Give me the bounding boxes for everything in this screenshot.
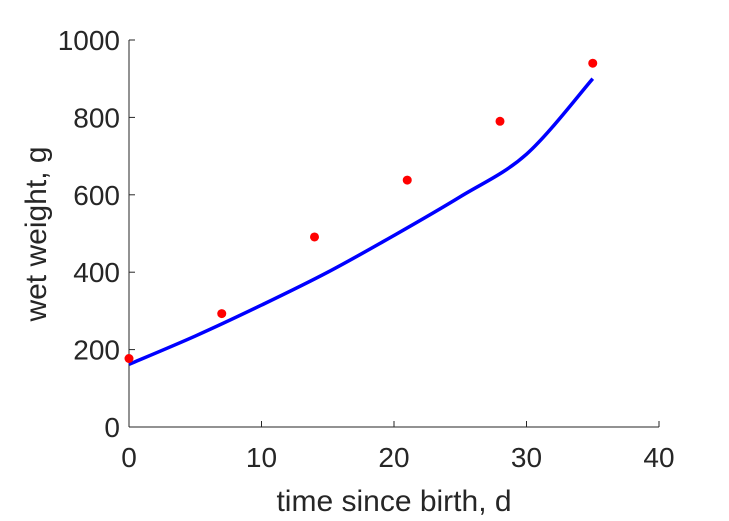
data-point bbox=[495, 116, 505, 126]
y-tick-label: 200 bbox=[73, 335, 120, 366]
y-tick-label: 1000 bbox=[58, 25, 120, 56]
x-tick-label: 0 bbox=[121, 442, 137, 473]
fit-curve bbox=[128, 77, 595, 366]
series bbox=[124, 58, 598, 366]
data-point bbox=[588, 58, 598, 68]
y-tick-label: 400 bbox=[73, 257, 120, 288]
x-tick-label: 20 bbox=[378, 442, 409, 473]
x-tick-label: 40 bbox=[643, 442, 674, 473]
data-point bbox=[217, 309, 227, 319]
data-point bbox=[402, 175, 412, 185]
x-tick-label: 10 bbox=[246, 442, 277, 473]
y-axis-label: wet weight, g bbox=[20, 146, 53, 322]
y-tick-label: 600 bbox=[73, 180, 120, 211]
y-tick-label: 800 bbox=[73, 102, 120, 133]
x-tick-label: 30 bbox=[511, 442, 542, 473]
y-tick-label: 0 bbox=[104, 412, 120, 443]
data-point bbox=[310, 232, 319, 242]
x-axis-label: time since birth, d bbox=[276, 485, 511, 518]
data-point bbox=[124, 354, 134, 364]
